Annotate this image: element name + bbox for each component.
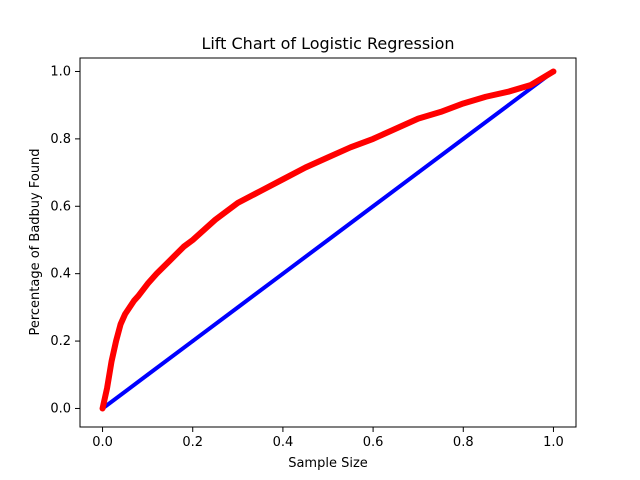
lift-data-point	[280, 176, 286, 182]
lift-data-point	[167, 257, 173, 263]
lift-data-point	[145, 281, 151, 287]
lift-data-point	[460, 100, 466, 107]
lift-data-point	[550, 68, 557, 75]
y-tick-label: 1.0	[50, 64, 71, 79]
x-tick-label: 0.0	[92, 435, 113, 450]
y-axis-ticks: 0.0 0.2 0.4 0.6 0.8 1.0	[50, 64, 80, 416]
y-axis-label: Percentage of Badbuy Found	[28, 148, 43, 335]
baseline-data-point	[236, 305, 240, 310]
plot-frame	[79, 57, 577, 428]
lift-data-point	[131, 298, 137, 304]
x-tick-label: 0.8	[453, 435, 474, 450]
lift-data-point	[302, 164, 309, 171]
lift-data-point	[505, 89, 511, 95]
lift-data-point	[235, 200, 241, 206]
x-tick-label: 0.6	[363, 435, 384, 450]
lift-data-point	[212, 217, 218, 223]
lift-data-point	[483, 94, 489, 100]
plot-area	[79, 57, 577, 428]
x-axis-label: Sample Size	[288, 456, 368, 471]
x-axis-ticks: 0.0 0.2 0.4 0.6 0.8 1.0	[92, 427, 564, 450]
baseline-data-point	[506, 103, 511, 107]
baseline-data-point	[281, 271, 285, 276]
baseline-data-point	[371, 204, 375, 209]
lift-data-point	[104, 385, 110, 391]
lift-data-point	[127, 304, 133, 310]
lift-data-point	[117, 321, 124, 327]
lift-data-point	[393, 126, 399, 132]
lift-data-point	[122, 311, 128, 317]
baseline-data-point	[416, 170, 420, 175]
lift-data-point	[190, 237, 196, 243]
lift-data-point	[438, 109, 444, 115]
lift-data-point	[154, 271, 160, 277]
y-tick-label: 0.8	[50, 132, 71, 147]
series-layer	[99, 68, 557, 412]
y-tick-label: 0.6	[50, 199, 71, 214]
y-tick-label: 0.0	[50, 401, 71, 416]
lift-data-point	[99, 405, 106, 412]
lift-data-point	[528, 82, 534, 88]
baseline-data-point	[190, 339, 195, 343]
lift-data-point	[347, 144, 354, 150]
x-tick-label: 1.0	[543, 435, 564, 450]
y-tick-label: 0.4	[50, 267, 71, 282]
y-tick-label: 0.2	[50, 334, 71, 349]
lift-data-point	[257, 188, 263, 194]
x-tick-label: 0.2	[182, 435, 203, 450]
lift-data-point	[113, 338, 119, 344]
lift-data-point	[325, 154, 331, 161]
lift-data-point	[415, 116, 421, 122]
lift-data-point	[108, 358, 115, 364]
chart-title: Lift Chart of Logistic Regression	[201, 34, 454, 53]
baseline-data-point	[326, 238, 330, 242]
lift-data-point	[181, 244, 187, 250]
baseline-data-point	[145, 372, 150, 377]
x-tick-label: 0.4	[273, 435, 294, 450]
lift-data-point	[136, 292, 142, 299]
lift-data-point	[370, 136, 376, 142]
baseline-data-point	[461, 137, 466, 141]
